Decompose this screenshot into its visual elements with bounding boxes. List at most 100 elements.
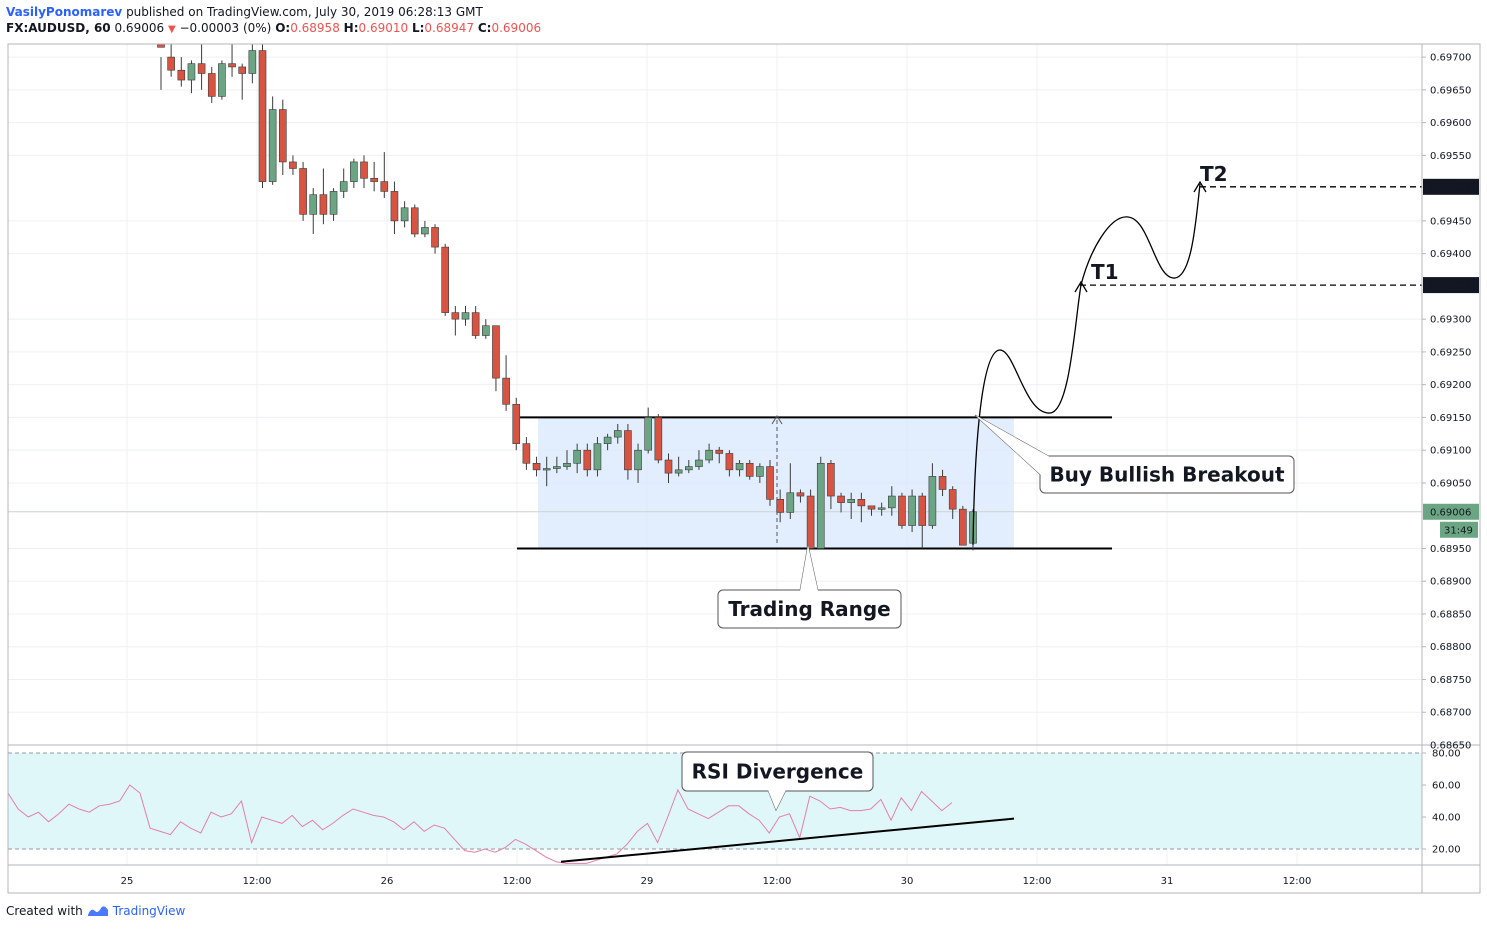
candle-body xyxy=(877,507,886,510)
bearish-candle xyxy=(360,155,368,189)
rsi-tick-label: 20.00 xyxy=(1432,845,1461,856)
rsi-line xyxy=(7,784,953,864)
bearish-candle xyxy=(492,325,500,392)
header-row-1: VasilyPonomarev published on TradingView… xyxy=(6,4,541,20)
candle-body xyxy=(756,466,764,477)
bearish-candle xyxy=(948,486,957,519)
price-tick-label: 0.68950 xyxy=(1430,544,1471,555)
price-tick-label: 0.68800 xyxy=(1430,642,1471,653)
bearish-candle xyxy=(918,492,927,549)
candle-body xyxy=(695,459,703,467)
bullish-candle xyxy=(684,460,693,474)
candle-body xyxy=(258,50,267,182)
price-tick-label: 0.69450 xyxy=(1430,216,1471,227)
tradingview-link[interactable]: TradingView xyxy=(112,904,186,918)
bullish-candle xyxy=(553,456,561,474)
bearish-candle xyxy=(228,44,236,77)
author-link[interactable]: VasilyPonomarev xyxy=(6,5,123,19)
bearish-candle xyxy=(624,423,632,480)
trading-range-callout-label: Trading Range xyxy=(728,597,891,621)
bullish-candle xyxy=(908,489,916,533)
rsi-divergence-callout-pointer-fill xyxy=(768,790,786,810)
bearish-candle xyxy=(177,57,186,87)
symbol-label: FX:AUDUSD, 60 xyxy=(6,21,111,35)
bearish-candle xyxy=(441,243,450,316)
breakout-callout-box xyxy=(1039,455,1295,494)
price-tick-label: 0.68900 xyxy=(1430,577,1471,588)
candle-body xyxy=(735,462,744,471)
drawings xyxy=(560,180,1207,863)
close-value: 0.69006 xyxy=(491,21,542,35)
chart-header: VasilyPonomarev published on TradingView… xyxy=(6,4,541,38)
candle-body xyxy=(278,109,287,163)
candle-body xyxy=(603,436,612,444)
bullish-candle xyxy=(786,463,795,519)
bearish-candle xyxy=(207,66,216,103)
candle-body xyxy=(197,63,206,74)
breakout-callout: Buy Bullish Breakout xyxy=(974,414,1295,494)
bearish-candle xyxy=(471,306,480,339)
time-tick-label: 25 xyxy=(121,876,134,887)
candle-body xyxy=(563,462,571,467)
bearish-candle xyxy=(654,414,663,464)
bearish-candle xyxy=(289,155,297,176)
price-tick-label: 0.69300 xyxy=(1430,315,1471,326)
down-arrow-icon: ▼ xyxy=(167,24,176,35)
axes: 0.69700 0.69650 0.69600 0.69550 0.69450 0.694… xyxy=(7,43,1481,894)
level-lines xyxy=(8,186,1422,550)
bearish-candle xyxy=(867,505,876,516)
candle-body xyxy=(228,63,236,68)
candle-body xyxy=(268,109,277,182)
candle-body xyxy=(380,181,389,192)
time-tick-label: 31 xyxy=(1161,876,1174,887)
price-label-box xyxy=(1423,277,1479,294)
candle-body xyxy=(959,508,967,546)
t1-arrow-icon xyxy=(1074,280,1088,293)
open-value: 0.68958 xyxy=(290,21,340,35)
bullish-candle xyxy=(816,456,825,549)
bearish-candle xyxy=(827,460,835,510)
t2-label: T2 xyxy=(1200,162,1228,186)
price-tick-label: 0.68750 xyxy=(1430,675,1471,686)
bearish-candle xyxy=(806,489,815,549)
open-label: O: xyxy=(275,21,291,35)
candle-body xyxy=(319,194,328,215)
rsi-tick-label: 80.00 xyxy=(1432,749,1461,760)
candle-body xyxy=(522,443,531,464)
t1-label: T1 xyxy=(1091,260,1119,284)
bearish-candle xyxy=(167,44,175,77)
bullish-candle xyxy=(542,456,551,487)
bearish-candle xyxy=(857,492,866,523)
measure-arrow-icon xyxy=(771,415,783,425)
bullish-candle xyxy=(695,450,703,470)
candles xyxy=(157,43,977,551)
candle-body xyxy=(553,466,561,469)
bearish-candle xyxy=(451,306,460,336)
bullish-candle xyxy=(674,456,683,477)
bullish-candle xyxy=(573,443,581,474)
candle-body xyxy=(867,505,876,510)
candle-body xyxy=(573,449,581,464)
bullish-candle xyxy=(928,463,937,529)
price-tick-label: 0.69550 xyxy=(1430,151,1471,162)
bearish-candle xyxy=(725,450,734,477)
rsi-tick-label: 40.00 xyxy=(1432,813,1461,824)
price-tick-label: 0.69150 xyxy=(1430,413,1471,424)
candle-body xyxy=(532,462,541,471)
created-with-text: Created with xyxy=(6,904,83,918)
bearish-candle xyxy=(299,161,307,221)
bearish-candle xyxy=(410,204,419,238)
rsi-divergence-callout: RSI Divergence xyxy=(681,751,874,812)
candle-body xyxy=(471,312,480,336)
bullish-candle xyxy=(248,44,257,84)
candle-body xyxy=(796,492,805,497)
candle-body xyxy=(806,495,815,549)
bearish-candle xyxy=(512,397,521,451)
candle-body xyxy=(207,73,216,97)
price-tick-label: 0.69600 xyxy=(1430,118,1471,129)
bullish-candle xyxy=(329,188,338,221)
bullish-candle xyxy=(481,319,490,339)
candle-body xyxy=(745,462,754,477)
countdown-text: 31:49 xyxy=(1444,525,1473,536)
